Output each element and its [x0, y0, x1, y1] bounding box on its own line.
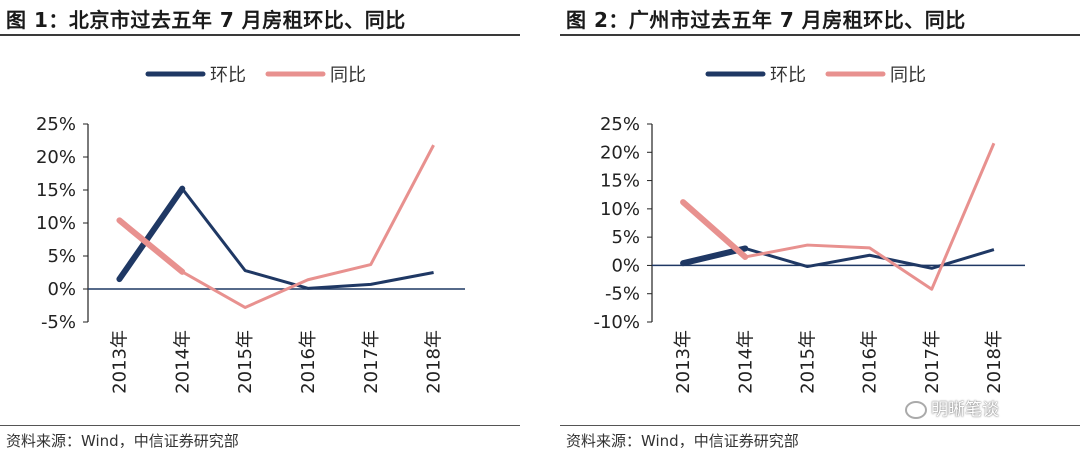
x-tick-label: 2017年	[361, 330, 382, 394]
chart-title: 图 2：广州市过去五年 7 月房租环比、同比	[566, 8, 966, 32]
series-first-segment-0	[116, 185, 186, 283]
x-tick-label: 2018年	[984, 330, 1005, 394]
legend-label-1: 同比	[330, 65, 366, 86]
source-note: 资料来源：Wind，中信证券研究部	[566, 432, 799, 450]
y-tick-label: 20%	[36, 147, 76, 168]
y-tick-label: 15%	[600, 171, 640, 192]
watermark-text: 明晰笔谈	[931, 400, 999, 420]
x-tick-label: 2015年	[235, 330, 256, 394]
legend-label-0: 环比	[210, 65, 246, 86]
series-line-0	[118, 187, 434, 290]
series-first-segment-1	[116, 217, 186, 275]
source-rule	[0, 425, 520, 426]
x-tick-label: 2016年	[298, 330, 319, 394]
x-tick-label: 2014年	[172, 330, 193, 394]
y-tick-label: -10%	[593, 312, 640, 333]
y-tick-label: 5%	[611, 227, 640, 248]
line-chart-beijing: 环比 同比 25% 20% 15% 10% 5% 0% -5% 2013年 2014年 2015年 20…	[36, 65, 465, 394]
y-tick-label: -5%	[605, 284, 640, 305]
y-tick-label: 20%	[600, 142, 640, 163]
chart-panel-guangzhou: 图 2：广州市过去五年 7 月房租环比、同比 环比 同比 25% 20% 15% 10% 5…	[560, 0, 1080, 459]
y-tick-label: 25%	[36, 114, 76, 135]
series-first-segment-1	[680, 199, 749, 260]
y-tick-label: -5%	[41, 312, 76, 333]
y-tick-label: 10%	[600, 199, 640, 220]
x-tick-label: 2014年	[735, 330, 756, 394]
x-tick-label: 2018年	[424, 330, 445, 394]
line-chart-guangzhou: 环比 同比 25% 20% 15% 10% 5% 0% -5% -10% 2013年 2014年 201…	[593, 65, 1025, 394]
x-tick-label: 2016年	[860, 330, 881, 394]
title-rule	[560, 34, 1080, 36]
x-tick-label: 2017年	[922, 330, 943, 394]
source-rule	[560, 425, 1080, 426]
watermark: 明晰笔谈	[905, 395, 999, 420]
x-tick-label: 2013年	[673, 330, 694, 394]
title-rule	[0, 34, 520, 36]
series-line-1	[118, 144, 435, 309]
series-line-1	[682, 142, 996, 291]
chart-title: 图 1：北京市过去五年 7 月房租环比、同比	[6, 8, 406, 32]
y-tick-label: 0%	[47, 279, 76, 300]
chart-panel-beijing: 图 1：北京市过去五年 7 月房租环比、同比 环比 同比 25% 20% 15% 10% 5…	[0, 0, 520, 459]
x-tick-label: 2015年	[797, 330, 818, 394]
legend-label-0: 环比	[770, 65, 806, 86]
x-tick-label: 2013年	[109, 330, 130, 394]
y-tick-label: 15%	[36, 180, 76, 201]
y-tick-label: 10%	[36, 213, 76, 234]
y-tick-label: 0%	[611, 255, 640, 276]
legend-label-1: 同比	[890, 65, 926, 86]
y-tick-label: 5%	[47, 246, 76, 267]
source-note: 资料来源：Wind，中信证券研究部	[6, 432, 239, 450]
y-tick-label: 25%	[600, 114, 640, 135]
wechat-icon	[905, 401, 927, 419]
